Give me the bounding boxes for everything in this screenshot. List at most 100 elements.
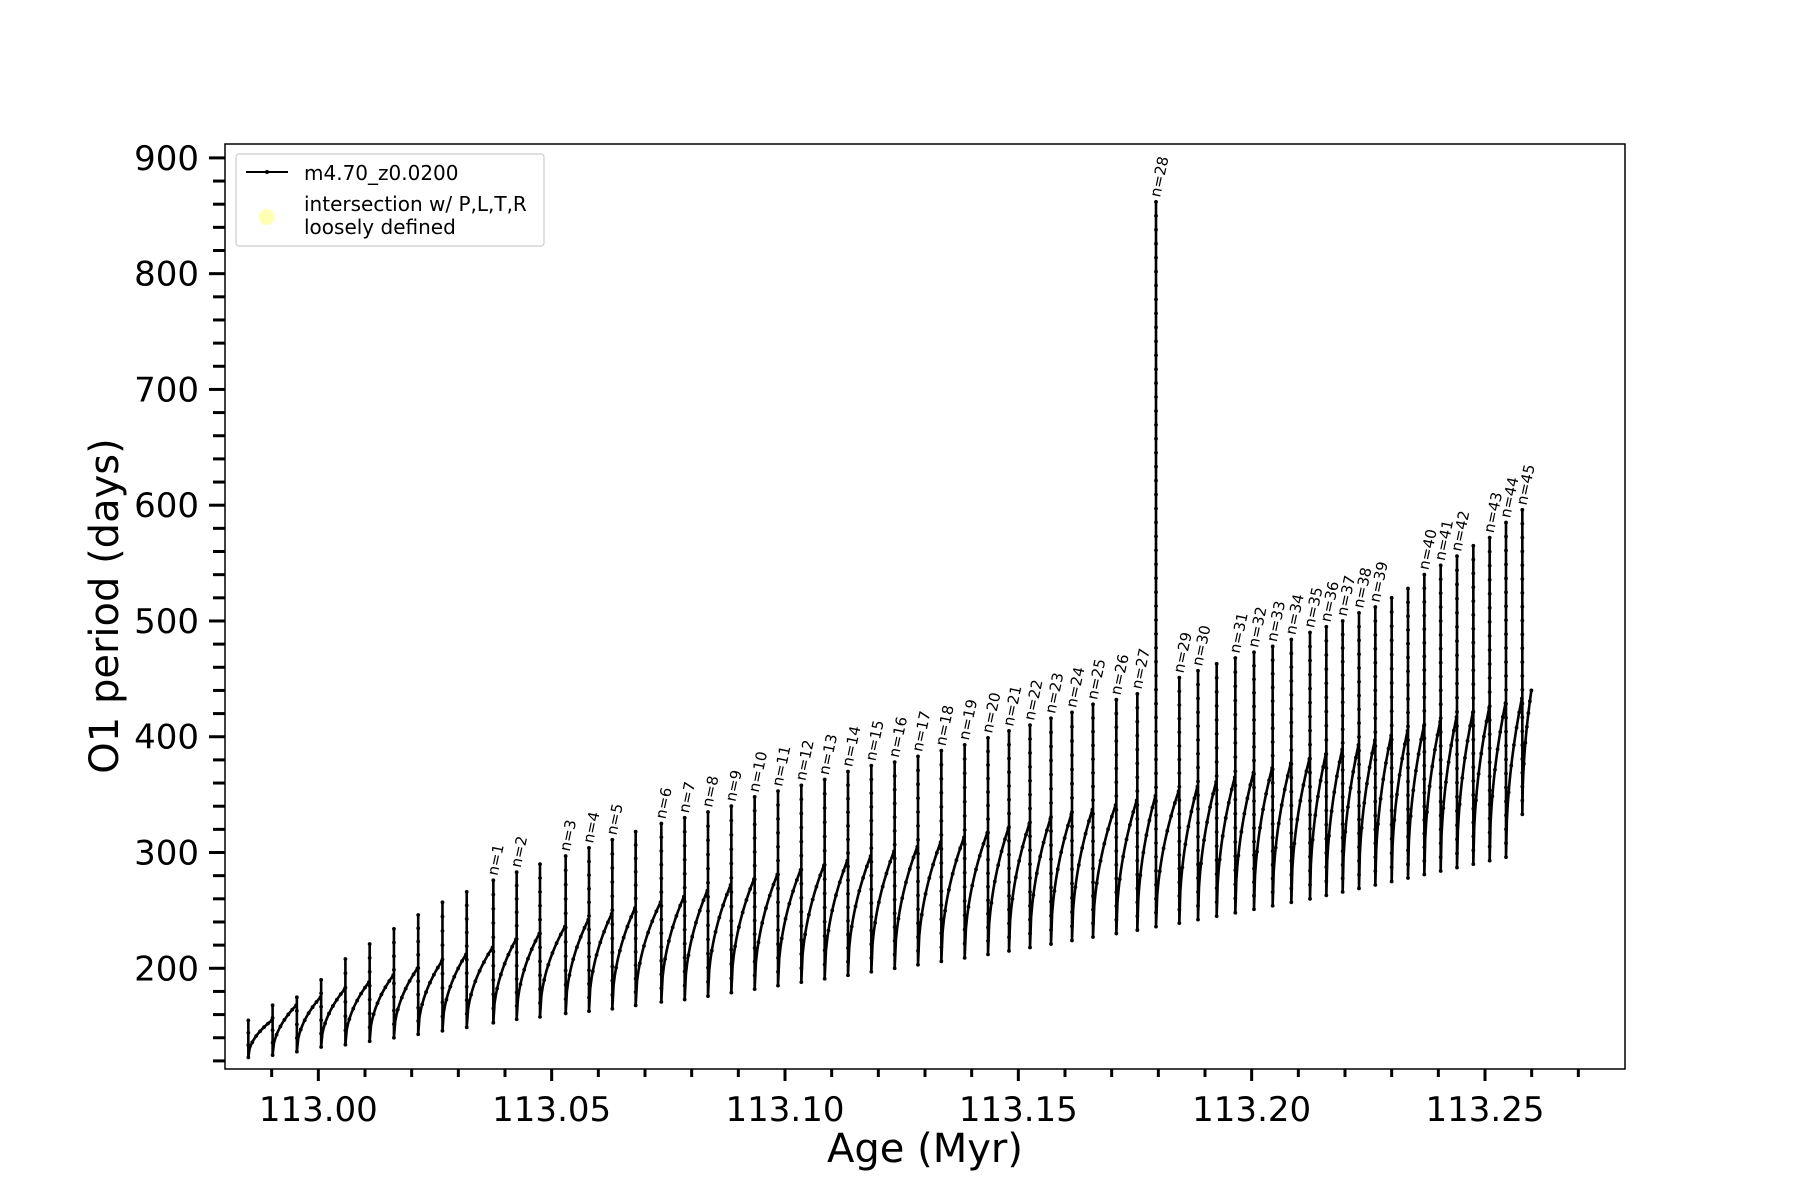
series-point (659, 986, 664, 991)
series-point (1049, 772, 1053, 777)
series-point (270, 1028, 275, 1033)
series-point (1289, 692, 1294, 697)
series-point (846, 905, 850, 910)
series-point (1463, 755, 1467, 760)
series-point (1196, 820, 1200, 825)
series-point (1049, 885, 1053, 890)
series-point (1289, 817, 1294, 822)
series-point (1242, 811, 1247, 816)
spike-label: n=13 (815, 732, 841, 776)
series-point (736, 925, 741, 929)
series-point (1233, 783, 1238, 788)
series-point (1154, 715, 1158, 720)
series-point (367, 983, 372, 988)
series-point (464, 998, 469, 1003)
series-point (1422, 831, 1427, 836)
series-point (1308, 644, 1312, 649)
series-point (659, 972, 664, 977)
series-point (659, 999, 664, 1004)
series-point (563, 882, 568, 887)
series-point (1154, 520, 1158, 525)
series-point (1373, 841, 1378, 846)
spike-label: n=25 (1083, 657, 1109, 701)
series-point (343, 999, 348, 1004)
series-point (1389, 751, 1394, 756)
series-point (590, 969, 595, 974)
series-point (416, 939, 421, 944)
series-point (1520, 646, 1525, 651)
series-point (1504, 757, 1508, 762)
series-point (642, 943, 646, 948)
series-point (1285, 773, 1290, 778)
series-point (1007, 784, 1011, 788)
series-point (1324, 879, 1329, 884)
series-point (868, 854, 873, 858)
series-point (1357, 858, 1361, 863)
series-point (1195, 784, 1200, 789)
series-point (916, 851, 920, 856)
series-point (776, 955, 780, 960)
series-point (392, 995, 396, 999)
series-point (1196, 807, 1200, 811)
series-point (491, 1020, 496, 1025)
series-point (506, 952, 511, 957)
series-point (1446, 760, 1451, 765)
series-point (1422, 722, 1427, 727)
series-point (892, 883, 897, 888)
series-point (563, 1011, 568, 1016)
series-point (546, 962, 551, 967)
series-point (1422, 845, 1427, 850)
series-point (1196, 724, 1200, 728)
series-point (1308, 882, 1312, 887)
series-point (514, 950, 519, 955)
series-point (343, 985, 348, 990)
series-point (464, 944, 469, 948)
series-point (1340, 747, 1345, 752)
series-point (826, 928, 831, 933)
series-point (911, 855, 916, 860)
series-point (495, 986, 500, 991)
series-point (1135, 900, 1140, 905)
series-point (1007, 894, 1011, 898)
series-point (491, 1006, 496, 1011)
series-point (1406, 876, 1410, 880)
series-point (915, 844, 920, 849)
series-point (510, 944, 515, 949)
series-point (1154, 618, 1158, 622)
series-point (538, 931, 542, 936)
spike-label: n=3 (556, 818, 580, 853)
series-point (1196, 751, 1200, 756)
series-point (246, 1030, 251, 1035)
series-point (706, 923, 710, 928)
series-point (1007, 866, 1011, 871)
y-tick-label: 600 (134, 486, 199, 526)
series-point (1351, 769, 1356, 774)
series-point (794, 878, 799, 882)
series-point (1308, 672, 1312, 677)
series-point (629, 914, 634, 919)
series-point (274, 1032, 279, 1037)
series-point (1308, 700, 1312, 705)
series-point (1422, 804, 1427, 809)
series-point (367, 1025, 372, 1030)
series-point (729, 875, 734, 880)
series-point (1357, 707, 1361, 712)
series-point (659, 835, 664, 840)
series-point (1196, 696, 1200, 701)
series-point (416, 913, 421, 917)
series-point (1214, 802, 1219, 806)
series-point (452, 974, 457, 979)
series-point (916, 962, 920, 967)
series-point (1487, 774, 1492, 779)
series-point (682, 913, 687, 918)
series-point (1308, 868, 1312, 873)
series-point (416, 926, 421, 931)
series-point (916, 754, 920, 759)
series-point (319, 977, 324, 982)
series-point (1389, 638, 1394, 643)
series-point (1154, 632, 1158, 636)
series-point (892, 897, 897, 902)
series-point (1094, 881, 1099, 886)
series-point (571, 957, 576, 962)
series-point (367, 980, 371, 985)
